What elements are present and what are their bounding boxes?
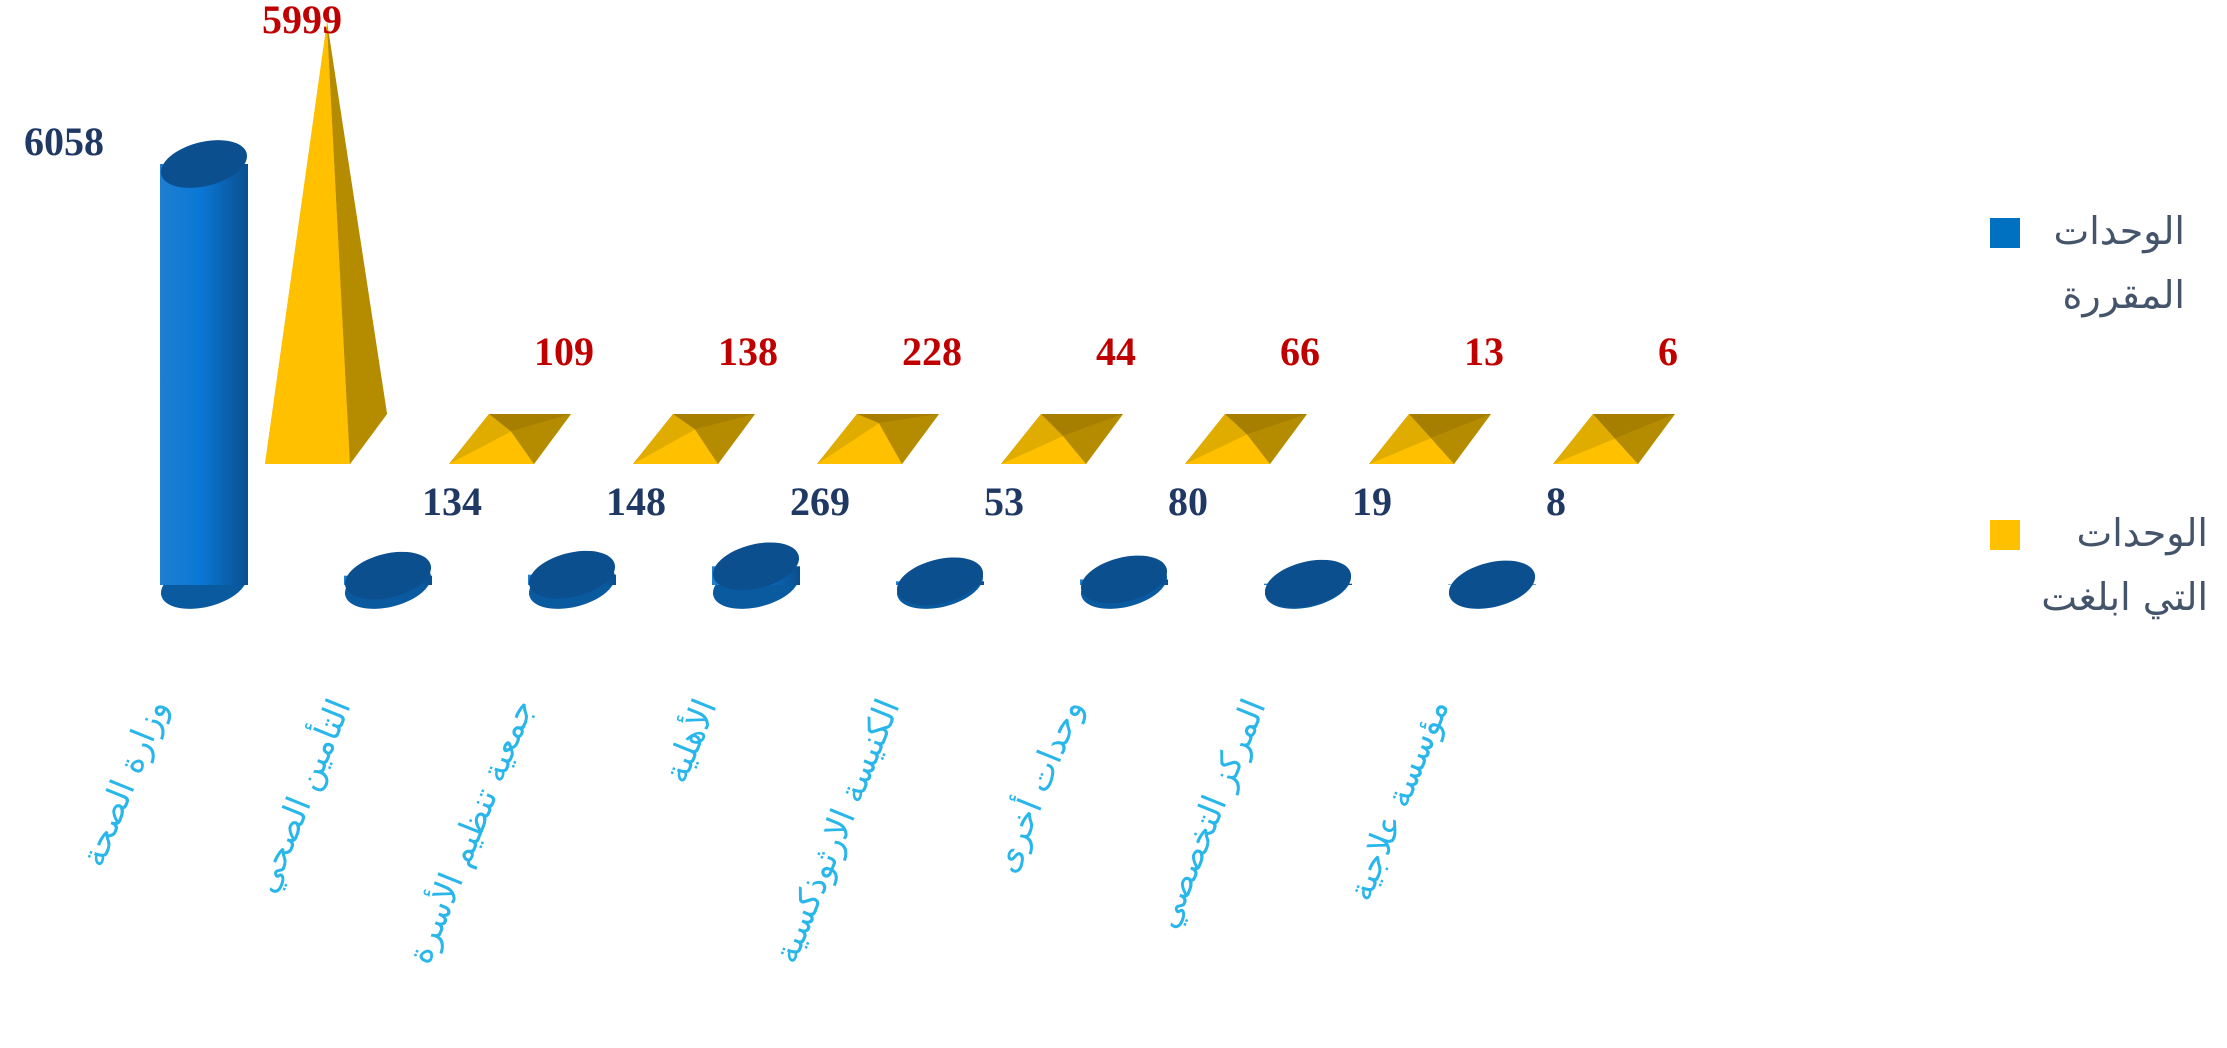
cylinder-top xyxy=(344,551,432,600)
cylinder-top xyxy=(1448,560,1536,609)
legend-line: التي ابلغت xyxy=(2041,575,2208,619)
value-label: 66 xyxy=(1280,329,1320,374)
cylinder-top xyxy=(528,550,616,599)
pyramid-left xyxy=(1369,414,1431,464)
value-label: 80 xyxy=(1168,479,1208,524)
pyramid-back xyxy=(1593,414,1675,439)
pyramid-front xyxy=(633,429,718,464)
cylinder xyxy=(344,551,432,609)
category-label: مؤسسة علاجية xyxy=(1340,693,1457,906)
pyramid-right xyxy=(695,414,755,464)
pyramid-left xyxy=(1553,414,1615,464)
pyramid-back xyxy=(857,414,939,424)
cylinder xyxy=(1080,555,1168,609)
pyramid-left xyxy=(1001,414,1063,464)
pyramid-left xyxy=(449,414,511,464)
pyramid-right xyxy=(327,22,387,465)
category-label: الأهلية xyxy=(654,693,725,789)
pyramid-right xyxy=(511,414,571,464)
pyramid xyxy=(449,414,571,464)
value-label: 148 xyxy=(606,479,666,524)
value-label: 269 xyxy=(790,479,850,524)
value-label: 8 xyxy=(1546,479,1566,524)
value-label: 109 xyxy=(534,329,594,374)
pyramid-front xyxy=(1369,438,1454,464)
pyramid-back xyxy=(673,414,755,430)
pyramid-left xyxy=(633,414,695,464)
cylinder-top xyxy=(896,557,984,606)
legend-swatch xyxy=(1990,218,2020,248)
pyramid-right xyxy=(1063,414,1123,464)
pyramid-left xyxy=(1185,414,1247,464)
category-label: وزارة الصحة xyxy=(73,693,176,872)
pyramid-right xyxy=(1247,414,1307,464)
cylinder xyxy=(896,557,984,609)
category-label: الكنيسة الارثوذكسية xyxy=(766,693,908,968)
pyramid-back xyxy=(1409,414,1491,439)
pyramid-front xyxy=(1553,438,1638,464)
value-label: 53 xyxy=(984,479,1024,524)
cylinder-top xyxy=(712,542,800,591)
cylinder-top xyxy=(1080,555,1168,604)
cylinder-top xyxy=(160,140,248,188)
value-label: 13 xyxy=(1464,329,1504,374)
pyramid-right xyxy=(1431,414,1491,464)
cylinder xyxy=(528,550,616,609)
cylinder xyxy=(160,140,248,609)
pyramid-back xyxy=(489,414,571,432)
category-label: جمعية تنظيم الأسرة xyxy=(398,693,542,970)
pyramid xyxy=(817,414,939,464)
value-label: 44 xyxy=(1096,329,1136,374)
value-label: 138 xyxy=(718,329,778,374)
pyramid-right xyxy=(1615,414,1675,464)
pyramid-back xyxy=(1041,414,1123,436)
category-label: وحدات أخرى xyxy=(983,692,1092,878)
legend-line: الوحدات xyxy=(2053,209,2185,254)
pyramid xyxy=(1553,414,1675,464)
value-label: 19 xyxy=(1352,479,1392,524)
cylinder-body xyxy=(160,164,248,585)
category-label: المركز التخصصي xyxy=(1146,693,1274,934)
pyramid xyxy=(1369,414,1491,464)
legend-label: الوحدات المقررة xyxy=(2053,209,2185,318)
pyramid xyxy=(633,414,755,464)
pyramid xyxy=(265,22,387,465)
cylinder-top xyxy=(1264,559,1352,608)
cylinder xyxy=(712,542,800,609)
value-label: 6 xyxy=(1658,329,1678,374)
pyramid-back xyxy=(1225,414,1307,435)
pyramid xyxy=(1001,414,1123,464)
pyramid xyxy=(1185,414,1307,464)
cylinder xyxy=(1448,560,1536,609)
pyramid-front xyxy=(817,423,902,464)
legend-line: الوحدات xyxy=(2076,511,2208,556)
category-label: التأمين الصحي xyxy=(242,692,360,899)
value-label: 5999 xyxy=(262,0,342,42)
legend-label: الوحدات التي ابلغت xyxy=(2041,511,2208,619)
legend-swatch xyxy=(1990,520,2020,550)
pyramid-front xyxy=(1185,434,1270,464)
pyramid-front xyxy=(265,22,350,465)
pyramid-left xyxy=(817,414,879,464)
value-label: 6058 xyxy=(24,119,104,164)
pyramid-front xyxy=(449,431,534,464)
legend-line: المقررة xyxy=(2062,273,2185,318)
pyramid-front xyxy=(1001,435,1086,464)
value-label: 228 xyxy=(902,329,962,374)
cylinder xyxy=(1264,559,1352,609)
value-label: 134 xyxy=(422,479,482,524)
pyramid-right xyxy=(879,414,939,464)
